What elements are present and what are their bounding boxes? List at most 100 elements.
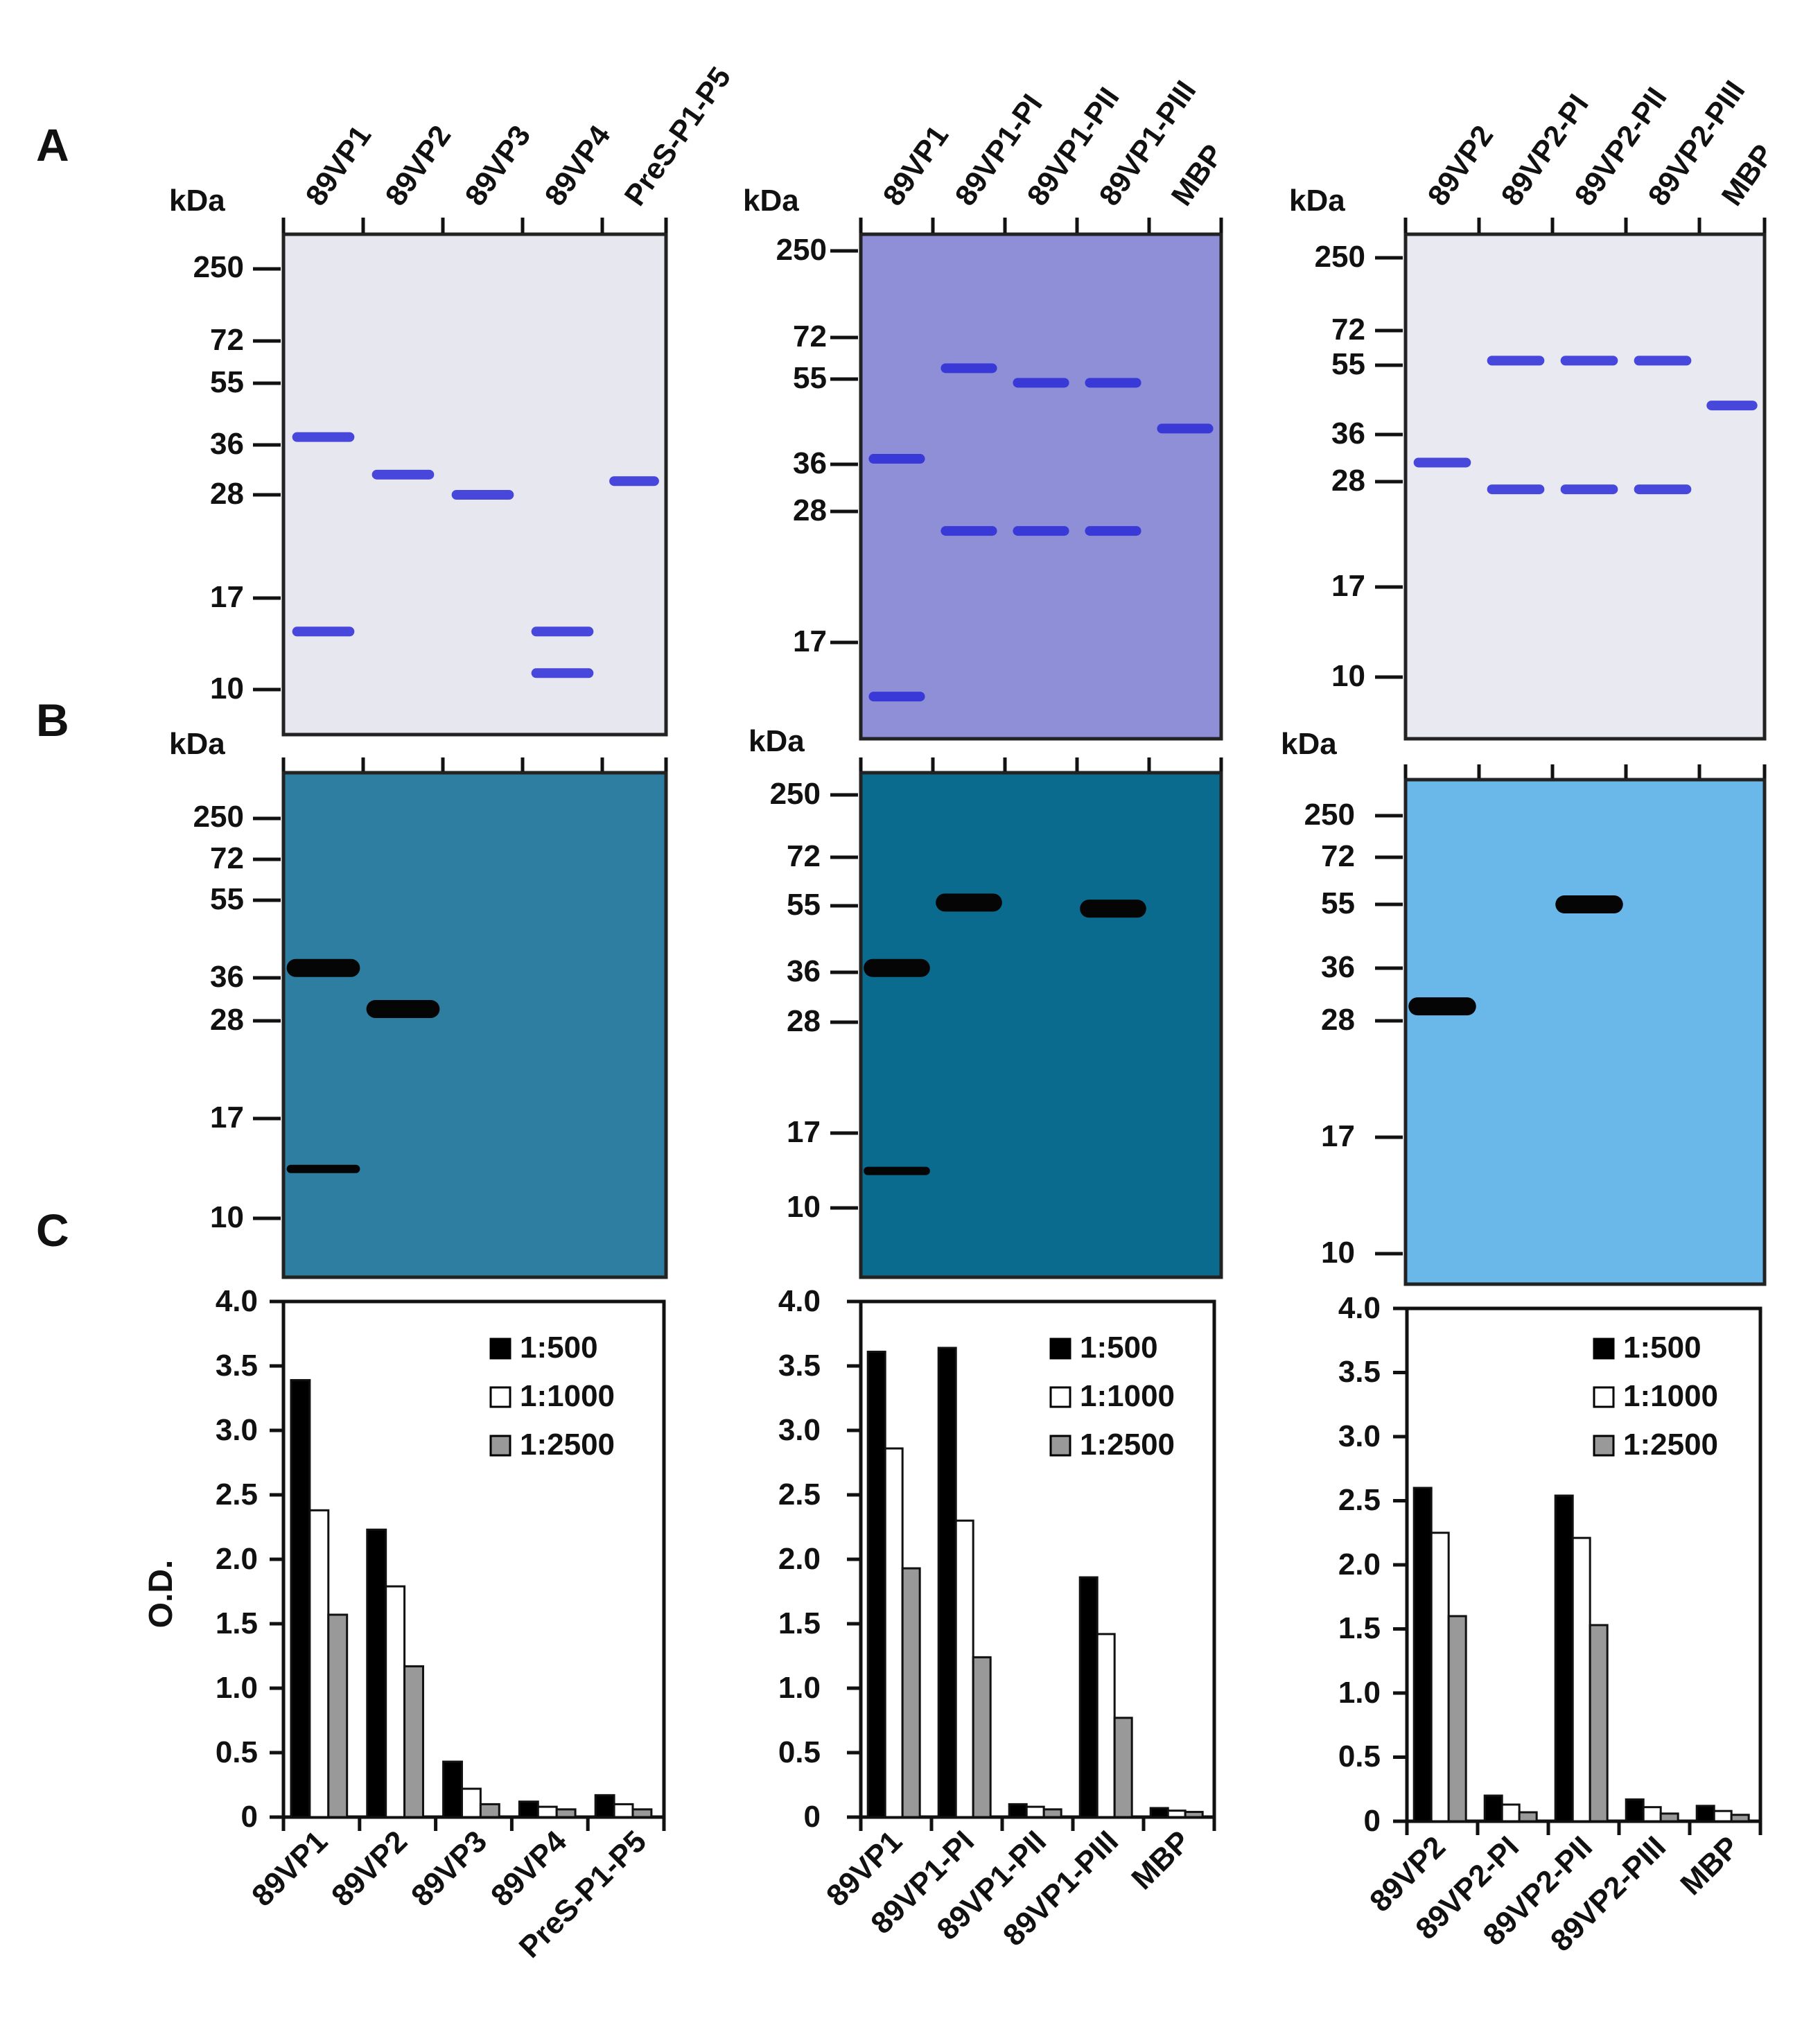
protein-band	[1085, 378, 1141, 388]
y-tick-label: 1.5	[216, 1606, 258, 1640]
marker-label: 17	[210, 1101, 244, 1134]
bar	[1589, 1624, 1609, 1823]
legend-label: 1:500	[520, 1331, 598, 1365]
bar	[518, 1800, 539, 1818]
legend-swatch-1-1000	[1049, 1386, 1071, 1408]
bar	[1659, 1812, 1679, 1823]
protein-band	[292, 432, 355, 442]
y-tick-labels: 4.0 3.5 3.0 2.5 2.0 1.5 1.0 0.5 0	[216, 1284, 258, 1834]
kda-label: kDa	[749, 724, 805, 758]
marker-label: 10	[210, 1200, 244, 1234]
legend-swatch-1-500	[1593, 1338, 1615, 1360]
protein-band	[1157, 423, 1214, 434]
marker-label: 10	[1331, 659, 1365, 693]
blot-bands	[864, 893, 1146, 1175]
kda-label: kDa	[1281, 727, 1337, 761]
bar	[1713, 1809, 1733, 1823]
bar	[442, 1760, 463, 1818]
bar	[327, 1613, 349, 1818]
marker-label: 250	[193, 800, 244, 834]
y-tick-label: 0	[1364, 1804, 1381, 1838]
gel-column-3: 89VP2 89VP2-PI 89VP2-PII 89VP2-PIII MBP …	[1281, 75, 1780, 1286]
kda-label: kDa	[1289, 184, 1345, 218]
legend-label: 1:500	[1623, 1331, 1701, 1365]
marker-label: 28	[787, 1004, 821, 1038]
blot-markers: 250 72 55 36 28 17 10	[193, 800, 244, 1234]
legend-swatch-1-2500	[1593, 1435, 1615, 1457]
bar	[1447, 1615, 1467, 1823]
coomassie-bands	[868, 363, 1214, 702]
y-tick-label: 2.0	[216, 1542, 258, 1576]
western-blot	[1403, 778, 1767, 1286]
legend-label: 1:2500	[1623, 1428, 1718, 1462]
protein-band	[609, 476, 659, 486]
blot-band	[286, 1164, 360, 1173]
bar	[866, 1351, 886, 1818]
y-tick-label: 4.0	[1338, 1291, 1381, 1325]
y-tick-label: 2.0	[1338, 1548, 1381, 1581]
marker-label: 55	[1321, 886, 1355, 920]
marker-label: 72	[787, 839, 821, 873]
marker-label: 250	[776, 233, 827, 267]
marker-label: 250	[1315, 240, 1365, 274]
y-tick-label: 0	[241, 1800, 258, 1834]
bar	[403, 1665, 424, 1818]
marker-label: 72	[1331, 313, 1365, 347]
y-tick-label: 0	[804, 1800, 821, 1834]
blot-band	[936, 893, 1002, 912]
legend-label: 1:1000	[1623, 1379, 1718, 1413]
coomassie-markers: 250 72 55 36 28 17 10	[1315, 240, 1365, 693]
legend-label: 1:1000	[1080, 1379, 1175, 1413]
protein-band	[1634, 484, 1692, 495]
marker-label: 72	[793, 319, 827, 353]
bar	[1625, 1798, 1645, 1823]
marker-label: 55	[793, 361, 827, 395]
y-tick-label: 3.5	[1338, 1355, 1381, 1389]
bar	[1554, 1494, 1574, 1823]
bar	[1730, 1814, 1750, 1823]
bar	[1571, 1536, 1591, 1823]
y-tick-label: 2.5	[778, 1478, 821, 1511]
legend-label: 1:2500	[520, 1428, 615, 1462]
marker-label: 55	[210, 882, 244, 916]
blot-band	[1408, 997, 1476, 1016]
marker-label: 250	[193, 250, 244, 284]
bar	[536, 1805, 558, 1818]
panel-label-c: C	[36, 1204, 69, 1256]
bar	[937, 1347, 957, 1818]
protein-band	[531, 668, 594, 678]
western-blot	[281, 771, 668, 1279]
bar	[460, 1787, 482, 1818]
bar	[613, 1803, 634, 1818]
protein-band	[451, 490, 514, 500]
coomassie-bands	[1413, 356, 1758, 495]
y-tick-label: 3.0	[1338, 1419, 1381, 1453]
y-tick-label: 1.0	[778, 1671, 821, 1705]
y-tick-label: 3.0	[216, 1413, 258, 1447]
bar	[972, 1656, 992, 1818]
protein-band	[1013, 526, 1069, 536]
protein-band	[292, 626, 355, 637]
marker-label: 28	[1321, 1003, 1355, 1037]
western-blot	[859, 771, 1223, 1279]
y-tick-label: 3.5	[778, 1349, 821, 1383]
y-tick-label: 2.5	[216, 1478, 258, 1511]
marker-label: 17	[1331, 569, 1365, 603]
bar	[884, 1447, 904, 1818]
protein-band	[1634, 356, 1692, 366]
coomassie-markers: 250 72 55 36 28 17 10	[193, 250, 244, 705]
coomassie-gel	[859, 232, 1223, 741]
bar	[479, 1803, 500, 1818]
marker-label: 36	[793, 446, 827, 480]
y-tick-label: 2.5	[1338, 1483, 1381, 1517]
kda-label: kDa	[169, 184, 225, 218]
marker-label: 28	[793, 493, 827, 527]
marker-label: 36	[1321, 950, 1355, 984]
y-tick-label: 3.0	[778, 1413, 821, 1447]
kda-label: kDa	[743, 184, 799, 218]
marker-label: 17	[1321, 1119, 1355, 1153]
bar	[366, 1528, 387, 1818]
blot-band	[1080, 900, 1146, 918]
protein-band	[1487, 484, 1545, 495]
marker-label: 36	[210, 960, 244, 994]
